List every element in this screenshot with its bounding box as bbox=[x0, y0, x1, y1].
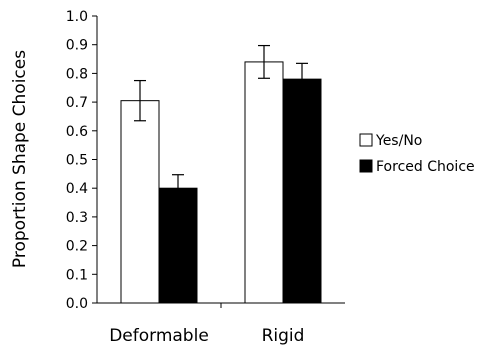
bar bbox=[120, 100, 160, 304]
y-tick-label: 0.4 bbox=[66, 181, 88, 197]
legend-label: Forced Choice bbox=[376, 159, 475, 175]
y-tick-label: 0.9 bbox=[66, 38, 88, 54]
y-tick-label: 0.3 bbox=[66, 210, 88, 226]
legend-swatch bbox=[359, 133, 373, 147]
y-tick-label: 1.0 bbox=[66, 9, 88, 25]
y-tick-label: 0.8 bbox=[66, 66, 88, 82]
y-tick-label: 0.2 bbox=[66, 239, 88, 255]
legend: Yes/No Forced Choice bbox=[359, 133, 475, 175]
y-axis-ticks: 0.0 0.1 0.2 0.3 0.4 0.5 0.6 0.7 0.8 0.9 1.0 bbox=[66, 9, 97, 312]
legend-swatch bbox=[359, 159, 373, 173]
y-tick-label: 0.7 bbox=[66, 95, 88, 111]
y-tick-label: 0.0 bbox=[66, 296, 88, 312]
y-tick-label: 0.6 bbox=[66, 124, 88, 140]
x-category-label: Deformable bbox=[109, 326, 209, 346]
bar bbox=[282, 78, 322, 304]
legend-label: Yes/No bbox=[375, 133, 422, 149]
bar bbox=[244, 61, 284, 304]
y-tick-label: 0.5 bbox=[66, 153, 88, 169]
x-category-label: Rigid bbox=[262, 326, 305, 346]
error-bars bbox=[134, 44, 308, 203]
bar bbox=[158, 187, 198, 304]
x-axis-categories: Deformable Rigid bbox=[109, 326, 304, 346]
bars bbox=[120, 61, 322, 304]
y-axis-title: Proportion Shape Choices bbox=[10, 50, 30, 268]
y-tick-label: 0.1 bbox=[66, 267, 88, 283]
